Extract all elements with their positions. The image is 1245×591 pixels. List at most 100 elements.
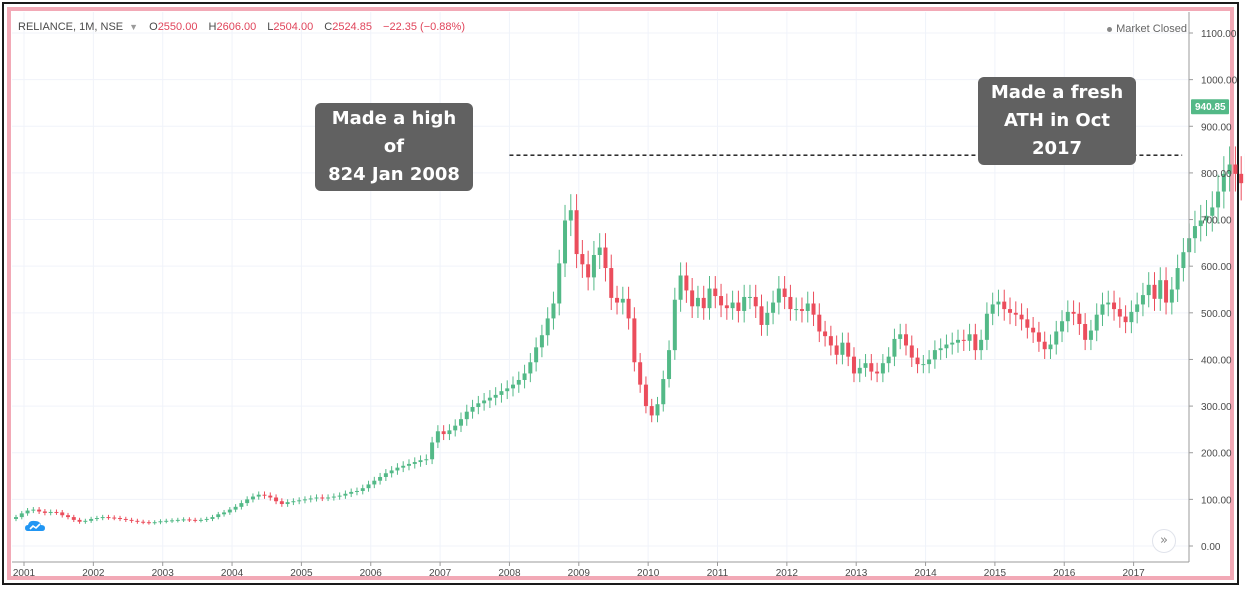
candle-body [782,288,787,297]
candle-body [1019,314,1024,320]
candle [349,488,354,498]
symbol-name[interactable]: RELIANCE, 1M, NSE [18,21,124,33]
x-tick-label: 2016 [1053,568,1076,579]
candle [944,334,949,359]
candle [187,517,192,522]
candle-body [632,318,637,363]
candle [204,516,209,522]
candle [499,383,504,403]
candle-body [1152,284,1157,299]
candle [730,290,735,320]
candle [1169,277,1174,315]
candle [493,387,498,406]
candle-body [441,431,446,435]
candle-body [927,359,932,365]
candle-body [794,309,799,311]
candle [198,517,203,523]
candle [701,285,706,320]
candle [713,276,718,309]
scroll-to-realtime-button[interactable]: » [1152,529,1176,553]
candle-body [857,367,862,374]
x-tick-label: 2014 [914,568,937,579]
candle [765,301,770,336]
candle [534,337,539,372]
candle [817,303,822,343]
candle [724,293,729,320]
tradingview-logo-icon[interactable] [25,519,45,533]
candle-body [129,519,134,521]
candle [609,254,614,310]
candle-body [1100,304,1105,315]
candle [435,425,440,449]
candle-body [1204,215,1209,221]
candle [308,495,313,503]
candle [568,194,573,237]
candle-body [557,263,562,304]
x-tick-label: 2001 [13,568,36,579]
candle [406,459,411,471]
candle [545,307,550,346]
candle-body [667,350,672,380]
x-tick-label: 2013 [845,568,868,579]
candle-body [1054,331,1059,345]
candle-body [297,500,302,502]
candle [557,249,562,316]
x-tick-label: 2004 [221,568,244,579]
candle-body [586,264,591,278]
candle [83,518,88,524]
callout-2008-high-line1: Made a high of [331,108,457,157]
candle-body [354,490,359,492]
candle [788,284,793,321]
y-tick-label: 1100.00 [1201,29,1237,40]
candle-body [505,388,510,392]
candle [89,516,94,523]
candle-body [343,493,348,496]
candle-body [984,313,989,340]
candle [118,515,123,522]
candle-body [736,302,741,311]
high-value: 2606.00 [216,21,257,33]
y-tick-label: 500.00 [1201,309,1232,320]
candle-body [372,480,377,485]
candle-body [181,519,186,521]
y-tick-label: 200.00 [1201,449,1232,460]
candle-body [817,314,822,332]
candle [141,519,146,525]
candle-body [765,312,770,325]
candle-body [112,517,117,519]
candle-body [1140,295,1145,305]
candle-body [528,362,533,374]
candle-body [1048,344,1053,350]
candle [1210,191,1215,232]
candle-body [678,275,683,300]
candle-body [730,302,735,309]
candle [66,512,71,520]
candle-body [60,512,65,516]
candle [620,286,625,315]
candle [354,487,359,496]
y-tick-label: 1000.00 [1201,76,1238,87]
candle-body [170,520,175,522]
candle [695,285,700,319]
candle [42,509,47,516]
candle [1065,300,1070,333]
candle [25,508,30,516]
candle-body [638,362,643,385]
candle [170,518,175,523]
candle [193,517,198,523]
candle [412,457,417,469]
last-price-tag-text: 940.85 [1195,102,1226,113]
candle [753,284,758,319]
candle-body [591,254,596,278]
candle-body [973,334,978,351]
symbol-legend[interactable]: RELIANCE, 1M, NSE ▼ O2550.00 H2606.00 L25… [18,21,465,33]
candle [1100,292,1105,327]
x-tick-label: 2010 [637,568,660,579]
close-value: 2524.85 [332,21,372,33]
candle-body [1088,330,1093,340]
x-tick-label: 2008 [498,568,521,579]
candle-body [250,496,255,500]
candle-body [979,339,984,351]
candle [464,404,469,426]
chevron-down-icon[interactable]: ▼ [129,22,139,32]
